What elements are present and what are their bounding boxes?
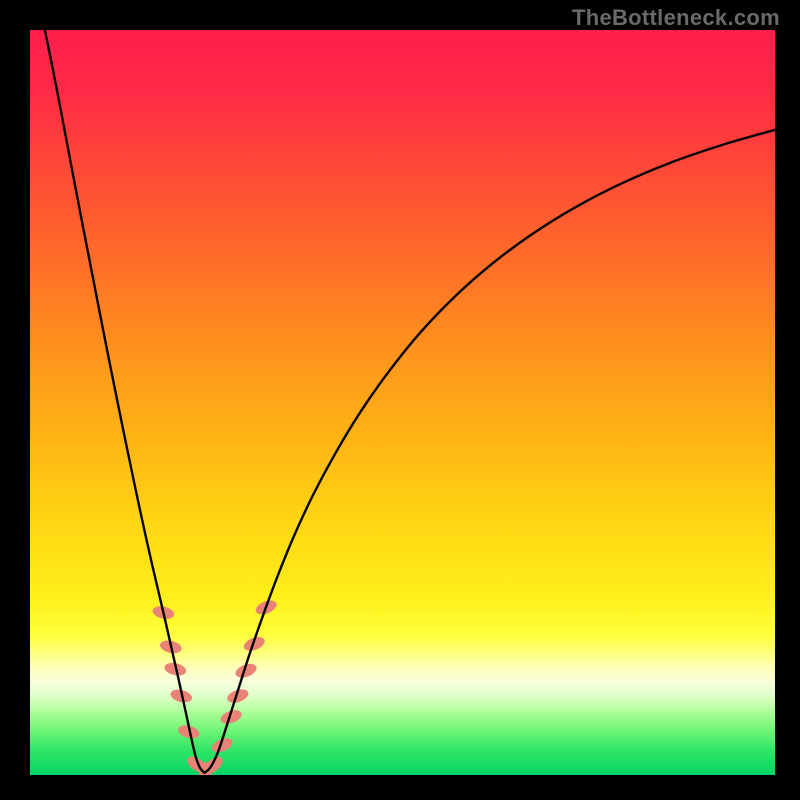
chart-container: TheBottleneck.com [0, 0, 800, 800]
watermark-text: TheBottleneck.com [572, 5, 780, 31]
plot-area [30, 30, 775, 775]
gradient-background [30, 30, 775, 775]
plot-svg [30, 30, 775, 775]
